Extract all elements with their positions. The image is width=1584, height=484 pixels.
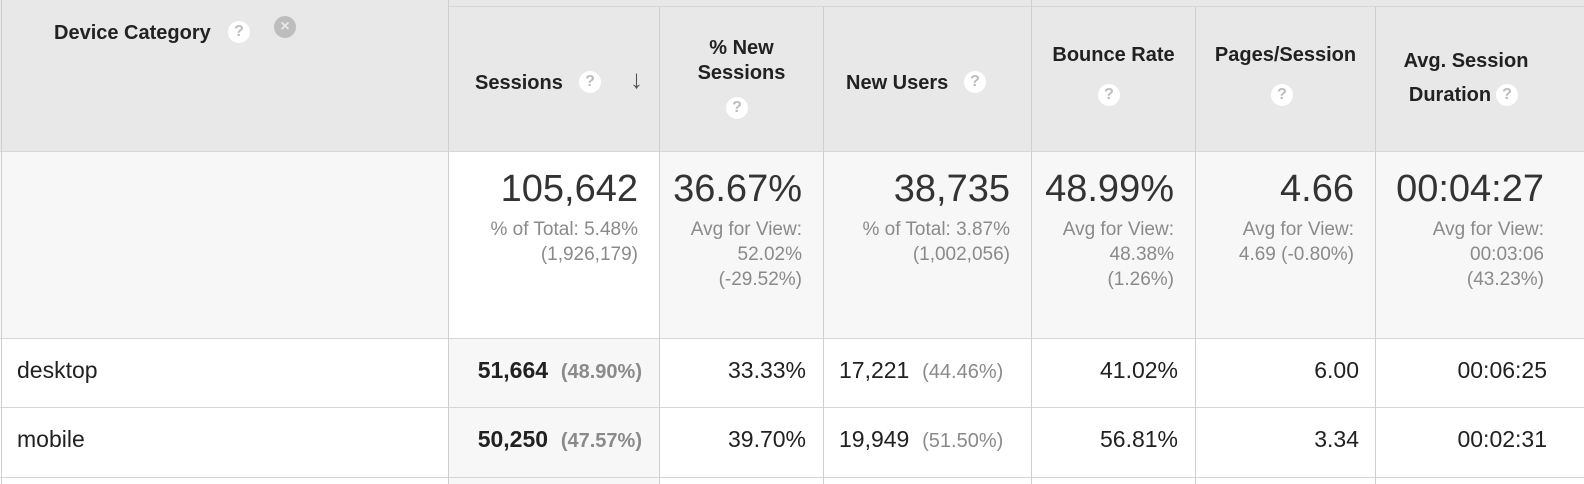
help-icon[interactable]: ?	[1496, 84, 1518, 106]
avg-for-view-label: Avg for View:	[690, 219, 802, 240]
sessions-value: 50,250	[477, 426, 549, 452]
pct-new-sessions-header-line1: % New	[709, 37, 774, 59]
total-pct-new-sessions-value: 36.67%	[673, 168, 802, 210]
column-divider	[659, 6, 660, 484]
new-users-pct: (51.50%)	[922, 430, 1004, 452]
column-divider	[448, 0, 449, 484]
avg-for-view-label: Avg for View:	[1062, 219, 1174, 240]
bounce-rate-cell: 56.81%	[1099, 426, 1178, 452]
new-users-cell: 17,221 (44.46%)	[839, 357, 1015, 384]
pages-session-cell: 3.34	[1314, 426, 1359, 452]
pages-session-cell: 6.00	[1314, 357, 1359, 383]
sorted-column-highlight	[448, 338, 660, 484]
pct-new-sessions-header-label[interactable]: % New Sessions	[660, 36, 823, 86]
avg-session-duration-cell: 00:06:25	[1457, 357, 1547, 383]
avg-for-view-delta: (43.23%)	[1466, 269, 1544, 290]
avg-session-duration-header-label[interactable]: Avg. Session Duration	[1376, 44, 1556, 112]
help-icon[interactable]: ?	[964, 71, 986, 93]
totals-sessions-cell	[448, 152, 660, 338]
total-new-users-pct-of-total: % of Total: 3.87%	[862, 219, 1010, 240]
total-sessions-value: 105,642	[500, 168, 638, 210]
device-link[interactable]: desktop	[17, 357, 98, 383]
device-link[interactable]: mobile	[17, 426, 85, 452]
avg-session-duration-header-line1: Avg. Session	[1403, 50, 1529, 72]
row-divider	[0, 407, 1584, 408]
total-avg-session-duration-subtext: Avg for View: 00:03:06 (43.23%)	[1376, 217, 1544, 292]
sessions-header-label[interactable]: Sessions	[475, 72, 563, 94]
total-bounce-rate-value: 48.99%	[1045, 168, 1174, 210]
new-users-header-label[interactable]: New Users	[846, 72, 949, 94]
header-top-line	[448, 6, 1584, 7]
avg-for-view-delta: (-29.52%)	[718, 269, 802, 290]
avg-session-duration-cell: 00:02:31	[1457, 426, 1547, 452]
sessions-value: 51,664	[477, 357, 549, 383]
avg-for-view-value: 00:03:06	[1470, 244, 1544, 265]
sessions-cell: 51,664 (48.90%)	[448, 357, 642, 384]
avg-for-view-value: 4.69 (-0.80%)	[1238, 244, 1354, 265]
device-category-header	[0, 0, 448, 152]
column-divider	[1375, 6, 1376, 484]
total-pages-session-subtext: Avg for View: 4.69 (-0.80%)	[1196, 217, 1354, 267]
pct-new-sessions-header-line2: Sessions	[697, 62, 786, 84]
pct-new-sessions-cell: 33.33%	[727, 357, 806, 383]
avg-session-duration-header-line2: Duration	[1408, 84, 1492, 106]
new-users-value: 19,949	[839, 426, 910, 452]
column-divider	[823, 6, 824, 484]
sessions-cell: 50,250 (47.57%)	[448, 426, 642, 453]
avg-for-view-value: 52.02%	[737, 244, 802, 265]
pages-session-header-label[interactable]: Pages/Session	[1214, 44, 1357, 66]
help-icon[interactable]: ?	[1098, 84, 1120, 106]
column-divider	[1195, 6, 1196, 484]
new-users-cell: 19,949 (51.50%)	[839, 426, 1015, 453]
totals-metrics-cells	[660, 152, 1584, 338]
avg-for-view-delta: (1.26%)	[1107, 269, 1174, 290]
help-icon[interactable]: ?	[1271, 84, 1293, 106]
column-divider	[1, 0, 2, 484]
total-sessions-subtext: % of Total: 5.48% (1,926,179)	[448, 217, 638, 267]
header-bottom-line	[0, 151, 1584, 152]
help-icon[interactable]: ?	[579, 71, 601, 93]
pct-new-sessions-cell: 39.70%	[727, 426, 806, 452]
help-icon[interactable]: ?	[726, 97, 748, 119]
totals-bottom-line	[0, 338, 1584, 339]
total-new-users-value: 38,735	[893, 168, 1010, 210]
total-avg-session-duration-value: 00:04:27	[1396, 168, 1544, 210]
sessions-pct: (47.57%)	[560, 430, 642, 452]
remove-dimension-icon[interactable]: ×	[274, 16, 296, 38]
totals-row-label-cell	[0, 152, 448, 338]
avg-for-view-label: Avg for View:	[1432, 219, 1544, 240]
metrics-header	[448, 0, 1584, 152]
avg-for-view-label: Avg for View:	[1242, 219, 1354, 240]
total-pages-session-value: 4.66	[1280, 168, 1354, 210]
total-pct-new-sessions-subtext: Avg for View: 52.02% (-29.52%)	[660, 217, 802, 292]
new-users-pct: (44.46%)	[922, 361, 1004, 383]
bounce-rate-cell: 41.02%	[1099, 357, 1178, 383]
bounce-rate-header-label[interactable]: Bounce Rate	[1052, 44, 1175, 66]
new-users-value: 17,221	[839, 357, 910, 383]
total-sessions-site-total: (1,926,179)	[540, 244, 638, 265]
avg-for-view-value: 48.38%	[1109, 244, 1174, 265]
device-category-label[interactable]: Device Category	[54, 22, 211, 44]
total-new-users-site-total: (1,002,056)	[912, 244, 1010, 265]
row-divider	[0, 477, 1584, 478]
sessions-pct: (48.90%)	[560, 361, 642, 383]
total-bounce-rate-subtext: Avg for View: 48.38% (1.26%)	[1032, 217, 1174, 292]
total-sessions-pct-of-total: % of Total: 5.48%	[490, 219, 638, 240]
sort-descending-icon[interactable]: ↓	[630, 64, 643, 94]
help-icon[interactable]: ?	[228, 21, 250, 43]
total-new-users-subtext: % of Total: 3.87% (1,002,056)	[824, 217, 1010, 267]
column-divider	[1031, 0, 1032, 484]
